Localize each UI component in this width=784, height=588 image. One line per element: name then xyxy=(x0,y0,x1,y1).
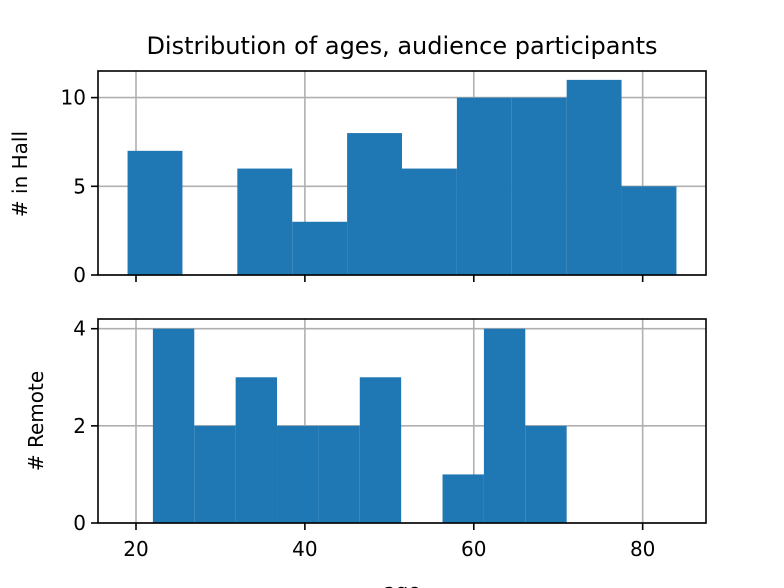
y-tick-label-hall-2: 10 xyxy=(61,86,86,110)
bar-hall-6 xyxy=(456,97,512,275)
axes-frame-remote xyxy=(97,318,707,524)
bar-hall-2 xyxy=(237,168,293,275)
bar-hall-0 xyxy=(127,150,183,275)
x-tick-label-2: 60 xyxy=(461,537,486,561)
bar-hall-4 xyxy=(347,133,402,275)
bar-remote-9 xyxy=(525,425,567,523)
bar-remote-3 xyxy=(277,425,319,523)
axes-remote: 20 40 60 80 0 2 4 xyxy=(73,317,707,561)
y-axis-label-hall: # in Hall xyxy=(8,131,32,217)
bar-remote-5 xyxy=(359,377,402,523)
bar-hall-5 xyxy=(402,168,457,275)
bar-hall-7 xyxy=(511,97,567,275)
x-tick-label-3: 80 xyxy=(630,537,655,561)
bar-remote-2 xyxy=(235,377,278,523)
y-tick-label-hall-0: 0 xyxy=(73,263,86,287)
bar-remote-7 xyxy=(442,474,484,523)
y-tick-label-remote-0: 0 xyxy=(73,511,86,535)
hall-histogram-panel: # in Hall 0 5 10 xyxy=(8,70,707,287)
y-tick-label-hall-1: 5 xyxy=(73,174,86,198)
y-tick-label-remote-1: 2 xyxy=(73,414,86,438)
bar-hall-3 xyxy=(292,221,348,275)
x-axis-label: age xyxy=(383,579,420,588)
bar-remote-8 xyxy=(483,328,526,523)
bar-remote-0 xyxy=(152,328,195,523)
chart-title: Distribution of ages, audience participa… xyxy=(146,32,657,60)
bars-remote xyxy=(152,328,567,523)
x-tick-label-0: 20 xyxy=(123,537,148,561)
y-tick-label-remote-2: 4 xyxy=(73,317,86,341)
bar-remote-4 xyxy=(318,425,360,523)
bar-hall-9 xyxy=(621,186,677,275)
bar-hall-8 xyxy=(566,79,622,275)
axes-hall: 0 5 10 xyxy=(61,70,707,287)
bars-hall xyxy=(127,79,677,275)
x-tick-label-1: 40 xyxy=(292,537,317,561)
y-axis-label-remote: # Remote xyxy=(24,371,48,471)
axes-frame-hall xyxy=(97,70,707,276)
bar-remote-1 xyxy=(194,425,236,523)
remote-histogram-panel: # Remote age 20 40 60 80 0 2 4 xyxy=(24,317,707,588)
